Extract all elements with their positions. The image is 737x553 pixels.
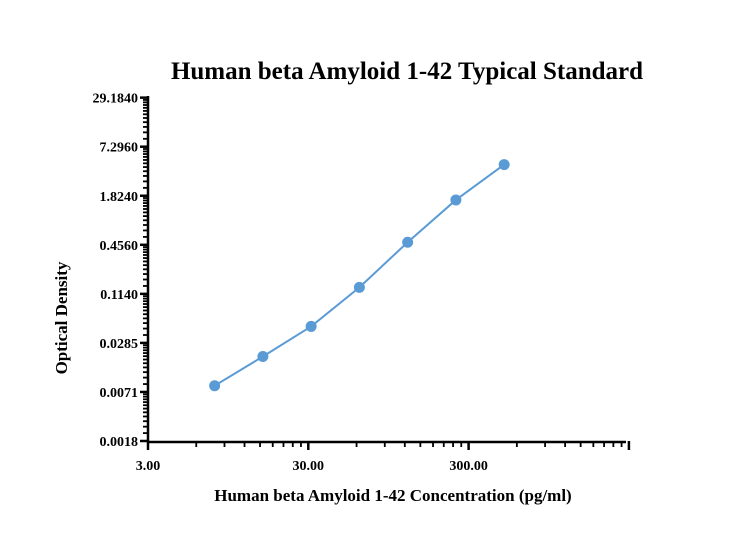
x-tick-label: 300.00 bbox=[449, 459, 488, 474]
y-tick-labels: 0.0018 0.0071 0.0285 0.1140 0.4560 1.8240 7.29… bbox=[93, 92, 139, 450]
data-point bbox=[353, 281, 365, 293]
x-tick-labels: 3.00 30.00 300.00 bbox=[136, 459, 488, 474]
y-tick-label: 0.0285 bbox=[100, 337, 139, 352]
y-tick-label: 0.1140 bbox=[100, 288, 138, 303]
data-point bbox=[450, 194, 462, 206]
data-point bbox=[305, 320, 317, 332]
data-point bbox=[498, 159, 510, 171]
data-point bbox=[402, 236, 414, 248]
y-tick-label: 0.4560 bbox=[100, 239, 139, 254]
x-axis-label: Human beta Amyloid 1-42 Concentration (p… bbox=[214, 486, 571, 505]
x-tick-label: 3.00 bbox=[136, 459, 161, 474]
y-axis-label: Optical Density bbox=[52, 261, 71, 374]
data-point bbox=[209, 380, 221, 392]
data-point bbox=[257, 351, 269, 363]
chart-title: Human beta Amyloid 1-42 Typical Standard bbox=[171, 58, 643, 85]
series bbox=[209, 159, 510, 392]
y-tick-label: 7.2960 bbox=[100, 141, 139, 156]
y-tick-label: 1.8240 bbox=[100, 190, 139, 205]
y-tick-label: 0.0018 bbox=[100, 435, 139, 450]
y-tick-label: 0.0071 bbox=[100, 386, 139, 401]
axes bbox=[140, 96, 631, 450]
y-tick-label: 29.1840 bbox=[93, 92, 139, 107]
x-tick-label: 30.00 bbox=[293, 459, 325, 474]
